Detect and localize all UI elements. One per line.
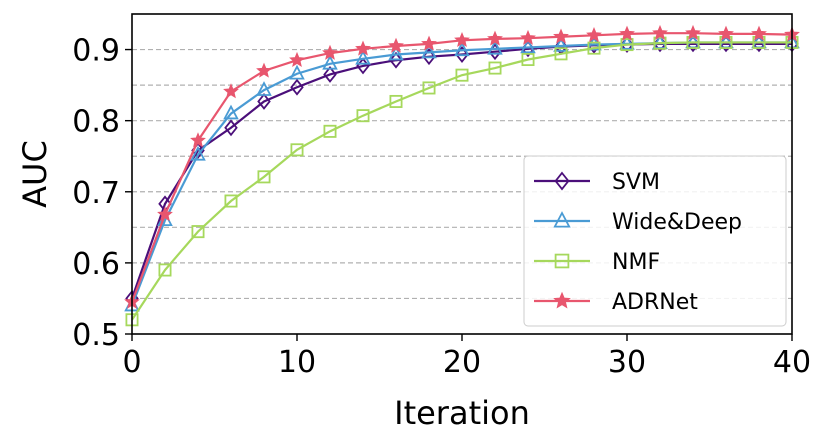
square-marker [488, 61, 502, 75]
square-marker [224, 194, 238, 208]
series-line [131, 41, 792, 321]
square-marker [587, 41, 601, 55]
x-tick-label: 30 [608, 345, 646, 380]
legend-label: SVM [612, 170, 660, 195]
square-marker [554, 47, 568, 61]
square-marker [521, 53, 535, 67]
star-marker [421, 35, 437, 51]
x-tick-label: 10 [278, 345, 316, 380]
star-marker [454, 32, 470, 48]
series-lines [124, 24, 800, 327]
star-marker [751, 25, 767, 41]
diamond-marker [224, 119, 238, 137]
square-marker [158, 263, 172, 277]
y-tick-label: 0.8 [72, 105, 120, 140]
legend-entry: SVM [534, 170, 660, 195]
y-tick-label: 0.9 [72, 34, 120, 69]
star-marker [223, 83, 239, 99]
star-marker [520, 29, 536, 45]
triangle-marker [190, 145, 206, 161]
square-marker [455, 68, 469, 82]
x-axis-label: Iteration [394, 394, 530, 432]
triangle-marker [553, 211, 571, 228]
diamond-marker [554, 171, 570, 191]
square-marker [323, 124, 337, 138]
star-marker [685, 24, 701, 40]
square-marker [389, 94, 403, 108]
x-tick-label: 40 [773, 345, 811, 380]
triangle-marker [553, 37, 569, 52]
y-axis-label: AUC [16, 140, 54, 208]
square-marker [257, 170, 271, 184]
star-marker [619, 25, 635, 41]
x-tick-label: 20 [443, 345, 481, 380]
star-marker [157, 206, 173, 222]
square-marker [620, 38, 634, 52]
legend-entry: Wide&Deep [534, 210, 742, 235]
triangle-marker [223, 104, 239, 120]
triangle-marker [388, 45, 404, 61]
star-marker [322, 44, 338, 60]
star-marker [289, 51, 305, 67]
legend-label: ADRNet [612, 290, 698, 315]
triangle-marker [619, 34, 635, 50]
diamond-marker [323, 66, 337, 83]
star-marker [586, 27, 602, 43]
star-marker [487, 30, 503, 46]
triangle-marker [322, 54, 338, 70]
diamond-marker [389, 51, 403, 69]
star-marker [256, 62, 272, 78]
star-marker [355, 40, 371, 56]
y-tick-label: 0.7 [72, 176, 120, 211]
star-marker [718, 25, 734, 41]
triangle-marker [355, 49, 371, 65]
star-marker [553, 28, 569, 44]
diamond-marker [290, 78, 304, 96]
square-marker [290, 143, 304, 157]
y-tick-label: 0.6 [72, 247, 120, 282]
square-marker [356, 109, 370, 123]
y-tick-label: 0.5 [72, 318, 120, 353]
legend-entry: NMF [534, 250, 660, 275]
legend-label: Wide&Deep [612, 210, 742, 235]
triangle-marker [256, 81, 272, 96]
square-marker [422, 81, 436, 95]
star-marker [190, 132, 206, 148]
star-marker [553, 291, 571, 309]
tick-labels: 0 10 20 30 40 0.5 0.6 0.7 0.8 0.9 [72, 34, 811, 380]
star-marker [652, 24, 668, 40]
legend-label: NMF [612, 250, 660, 275]
square-marker [554, 253, 570, 269]
square-marker [191, 225, 205, 239]
legend-box [523, 155, 787, 327]
triangle-marker [586, 35, 602, 51]
triangle-marker [421, 43, 437, 59]
triangle-marker [520, 38, 536, 54]
legend-entry: ADRNet [534, 290, 698, 315]
triangle-marker [487, 39, 503, 55]
triangle-marker [454, 41, 470, 57]
square-marker [653, 36, 667, 50]
x-tick-label: 0 [122, 345, 141, 380]
legend: SVM Wide&Deep NMF ADRNet [523, 155, 787, 327]
star-marker [388, 37, 404, 53]
diamond-marker [257, 93, 271, 110]
triangle-marker [289, 64, 305, 80]
